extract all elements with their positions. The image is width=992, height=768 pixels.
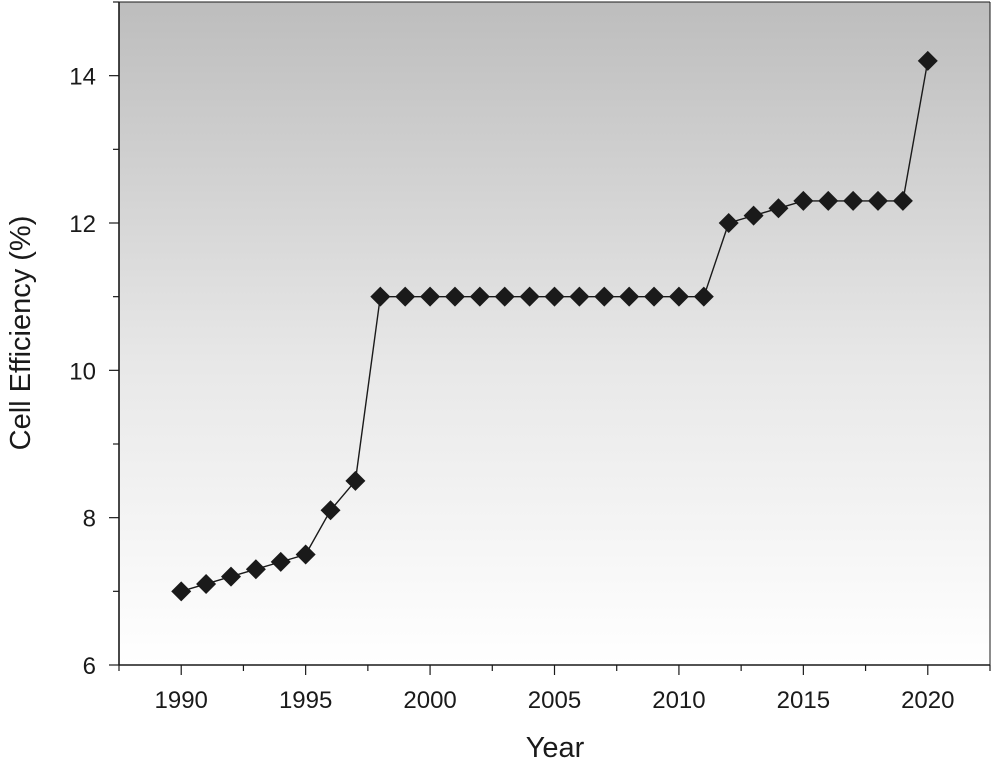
plot-background — [119, 2, 990, 665]
data-point — [693, 286, 714, 307]
data-point — [245, 559, 266, 580]
x-tick-label: 2015 — [777, 687, 830, 714]
data-point — [544, 286, 565, 307]
tick-labels: 1990 1995 2000 2005 2010 2015 2020 6 8 10 12 14 — [69, 64, 954, 714]
data-point — [793, 190, 814, 211]
y-tick-label: 6 — [83, 653, 96, 680]
data-point — [718, 213, 739, 233]
x-tick-label: 1990 — [155, 687, 208, 714]
y-axis-title: Cell Efficiency (%) — [5, 216, 37, 451]
x-tick-label: 2005 — [528, 687, 581, 714]
data-point — [594, 286, 615, 307]
data-point — [370, 286, 391, 307]
x-axis-title: Year — [526, 732, 585, 764]
y-tick-label: 10 — [69, 358, 96, 385]
data-point — [295, 544, 316, 565]
y-tick-label: 12 — [69, 211, 96, 238]
x-tick-label: 2010 — [652, 687, 705, 714]
x-tick-label: 2000 — [403, 687, 456, 714]
data-point — [171, 581, 192, 602]
data-point — [519, 286, 540, 307]
data-point — [668, 286, 689, 307]
data-point — [768, 198, 789, 219]
data-point — [444, 286, 465, 307]
data-point — [196, 573, 217, 594]
data-point — [619, 286, 640, 307]
data-point — [843, 190, 864, 211]
x-tick-label: 1995 — [279, 687, 332, 714]
data-point — [892, 190, 913, 211]
data-point — [420, 286, 441, 307]
y-tick-label: 14 — [69, 64, 96, 91]
axes — [109, 1, 991, 675]
data-point — [220, 566, 241, 587]
data-point — [494, 286, 515, 307]
data-point — [320, 500, 341, 521]
data-point — [569, 286, 590, 307]
data-point — [868, 190, 889, 211]
data-point — [818, 190, 839, 211]
data-point — [644, 286, 665, 307]
data-point — [395, 286, 416, 307]
series-layer — [171, 50, 938, 602]
data-point — [469, 286, 490, 307]
data-point — [743, 205, 764, 226]
y-tick-label: 8 — [83, 506, 96, 533]
x-tick-label: 2020 — [901, 687, 954, 714]
data-point — [270, 551, 291, 572]
data-point — [917, 50, 938, 71]
data-point — [345, 470, 366, 491]
